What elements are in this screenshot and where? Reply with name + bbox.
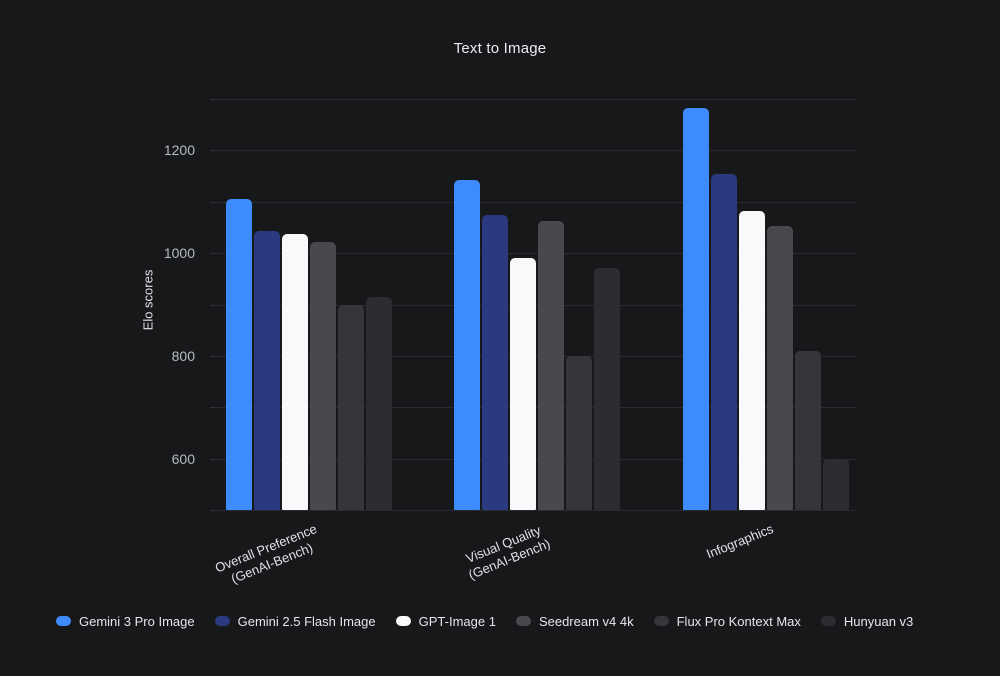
bar-gpt-image-1 [282,234,308,510]
bar-gemini-2-5-flash-image [711,173,737,510]
gridline-800 [215,355,857,357]
legend: Gemini 3 Pro Image Gemini 2.5 Flash Image… [56,611,913,631]
gridline-1100 [215,201,857,203]
bar-hunyuan-v3 [823,458,849,510]
x-category-label: Overall Preference (GenAI-Bench) [212,521,319,587]
y-tick-mark-1300 [210,99,215,100]
bar-group-1 [454,180,620,510]
bar-gemini-2-5-flash-image [254,231,280,510]
legend-label: Seedream v4 4k [538,613,634,629]
legend-swatch-icon [56,616,71,626]
y-tick-mark-1000 [210,253,215,255]
legend-label: Gemini 2.5 Flash Image [237,613,376,629]
legend-item-hunyuan-v3: Hunyuan v3 [820,613,914,629]
legend-label: Hunyuan v3 [843,613,914,629]
bar-flux-pro-kontext-max [566,355,592,510]
x-axis-labels: Overall Preference (GenAI-Bench) Visual Qu… [212,510,857,590]
bar-gemini-3-pro-image [454,180,480,510]
bar-group-0 [226,199,392,510]
bar-gpt-image-1 [739,210,765,510]
legend-item-gemini-2-5-flash-image: Gemini 2.5 Flash Image [214,613,376,629]
legend-swatch-icon [820,616,836,626]
y-axis-ticks: 600 800 1000 1200 [140,99,205,510]
bar-hunyuan-v3 [366,296,392,510]
gridline-700 [215,407,857,409]
chart-title: Text to Image [453,40,547,57]
bar-gemini-3-pro-image [226,199,252,510]
gridline-1200 [215,150,857,152]
y-tick-mark-900 [210,304,215,306]
legend-swatch-icon [653,616,669,626]
y-tick-label-600: 600 [171,450,195,467]
legend-item-flux-pro-kontext-max: Flux Pro Kontext Max [653,613,801,629]
legend-swatch-icon [214,616,230,626]
y-tick-mark-700 [210,407,215,409]
gridline-500 [215,510,857,511]
bar-flux-pro-kontext-max [338,304,364,510]
bar-seedream-v4-4k [538,221,564,510]
y-tick-mark-1200 [210,150,215,152]
bar-gemini-3-pro-image [683,108,709,510]
y-tick-mark-500 [210,510,215,511]
bar-group-2 [683,108,849,510]
y-tick-label-1200: 1200 [163,142,195,159]
legend-label: GPT-Image 1 [418,613,496,629]
gridline-1300 [215,99,857,100]
legend-swatch-icon [395,616,411,626]
x-category-label: Visual Quality (GenAI-Bench) [464,522,553,583]
x-category-label: Infographics [704,521,776,562]
y-tick-label-800: 800 [171,347,195,364]
legend-item-seedream-v4-4k: Seedream v4 4k [515,613,634,629]
legend-label: Gemini 3 Pro Image [79,613,195,629]
legend-swatch-icon [515,616,531,626]
gridline-1000 [215,253,857,255]
bar-flux-pro-kontext-max [795,350,821,510]
y-tick-mark-1100 [210,201,215,203]
y-tick-mark-600 [210,458,215,460]
gridline-600 [215,458,857,460]
legend-item-gemini-3-pro-image: Gemini 3 Pro Image [56,614,195,629]
bar-gpt-image-1 [510,258,536,510]
legend-label: Flux Pro Kontext Max [676,613,801,629]
bar-seedream-v4-4k [310,241,336,510]
gridline-900 [215,304,857,306]
bar-seedream-v4-4k [767,226,793,510]
y-tick-mark-800 [210,355,215,357]
plot-area [210,99,857,511]
bar-gemini-2-5-flash-image [482,214,508,510]
legend-item-gpt-image-1: GPT-Image 1 [395,613,496,629]
bar-hunyuan-v3 [594,267,620,510]
y-tick-label-1000: 1000 [163,245,195,262]
